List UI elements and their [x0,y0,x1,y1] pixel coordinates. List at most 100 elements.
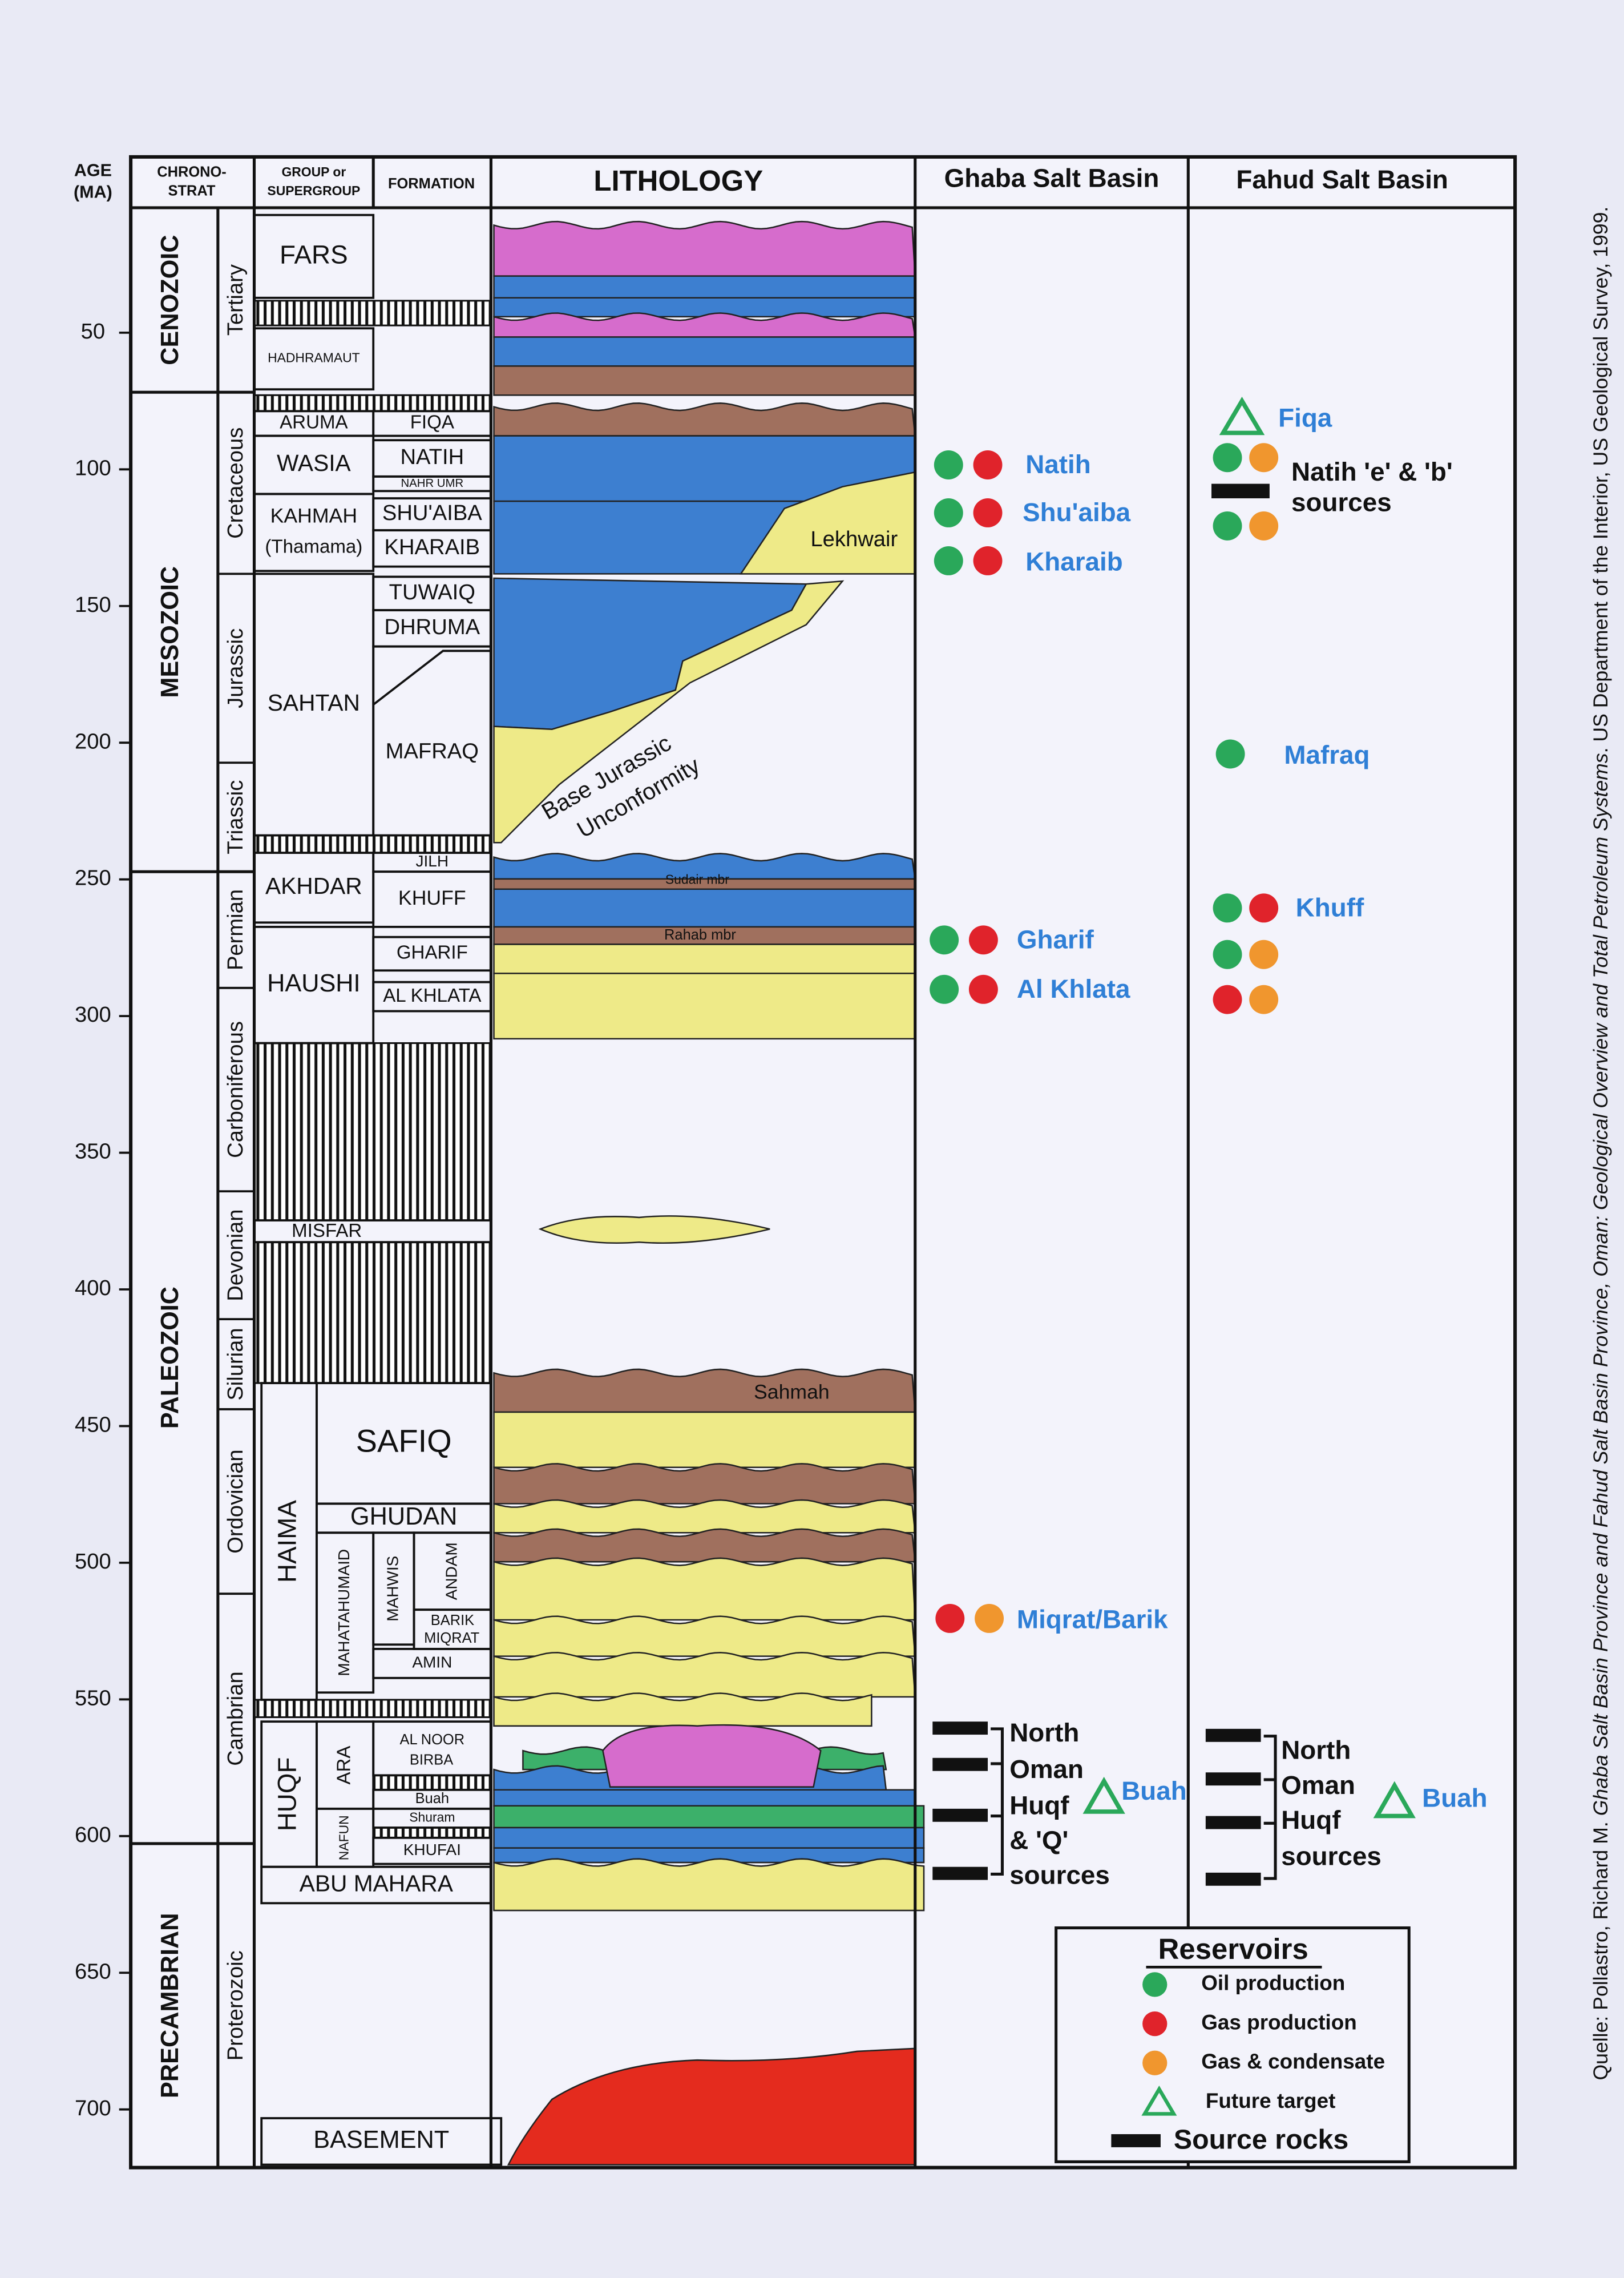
formation-label: BARIK [431,1612,474,1628]
future-target [1082,1776,1125,1814]
source-label: Huqf [1009,1791,1069,1820]
lithology-mound [602,1724,822,1788]
gas-dot [935,1603,965,1633]
lithology-column [493,220,925,2166]
source-bracket [991,1727,1004,1876]
age-tick-label: 100 [75,455,111,480]
condensate-dot [975,1603,1004,1633]
source-label: sources [1009,1861,1110,1890]
source-bar [932,1808,988,1822]
lithology-label: Sudair mbr [665,872,729,886]
age-tick-label: 500 [75,1549,111,1574]
basement [507,2047,916,2166]
fahud-markers [1205,396,1416,1886]
age-tick-label: 50 [81,319,105,344]
hiatus-hatch [372,1827,492,1839]
lithology-wedge [739,471,916,575]
hiatus-hatch [372,1774,492,1791]
unit-cell [260,2117,503,2166]
lithology-label: Sahmah [754,1380,830,1403]
oil-dot [1213,893,1242,923]
age-tick-label: 250 [75,866,111,890]
lithology-header: LITHOLOGY [593,164,763,197]
source-bar [932,1866,988,1880]
group-label: ARUMA [280,412,348,433]
hiatus-hatch [253,1699,492,1719]
oil-dot [934,450,963,479]
formation-label: Buah [415,1791,449,1807]
source-label: sources [1281,1842,1381,1871]
oil-dot [1213,940,1242,969]
formation-label: AL NOOR [400,1732,465,1748]
reservoir-label: Fiqa [1278,404,1332,433]
legend-label: Oil production [1201,1971,1345,1995]
era-label: PRECAMBRIAN [156,1913,184,2098]
lithology-band [493,1557,916,1621]
period-label: Jurassic [223,628,248,708]
period-label: Tertiary [223,264,248,336]
formation-label: DHRUMA [385,615,480,639]
legend-gas [1142,2011,1167,2037]
frame [129,155,1517,2170]
hiatus-hatch [253,300,492,326]
formation-label: SHU'AIBA [382,501,482,525]
formation-label: Shuram [409,1809,455,1824]
formation-label: AMIN [412,1654,452,1671]
formation-label: AL KHLATA [383,985,481,1006]
gas-dot [973,498,1003,527]
period-label: Carboniferous [223,1021,248,1158]
lithology-band [493,312,916,338]
source-label: & 'Q' [1009,1826,1068,1855]
lithology-band [493,402,916,437]
lithology-band [493,1805,925,1829]
period-label: Proterozoic [223,1950,248,2061]
reservoir-label: Kharaib [1025,547,1123,576]
reservoir-label: Shu'aiba [1023,498,1131,527]
condensate-dot [1249,443,1279,473]
group-label: KAHMAH [270,505,357,527]
lithology-band [493,1651,916,1698]
age-tick-label: 200 [75,729,111,753]
chronostrat-header: STRAT [168,183,216,199]
reservoir-label: Natih [1025,450,1091,479]
legend-condensate [1142,2050,1167,2075]
formation-label: KHARAIB [385,535,480,559]
group-header: GROUP or [281,164,346,179]
formation-label: NAHR UMR [401,477,463,490]
formation-label: FIQA [410,412,454,433]
group-label: GHUDAN [350,1503,458,1530]
gas-dot [968,925,998,955]
lithology-band [493,1528,916,1563]
formation-label: KHUFF [398,886,466,909]
reservoir-label: Gharif [1017,925,1094,954]
source-bar [1211,483,1270,499]
age-tick-label: 450 [75,1413,111,1437]
oil-dot [1215,739,1245,769]
source-bar [932,1757,988,1771]
era-label: MESOZOIC [156,566,184,698]
lithology-band [493,973,916,1040]
period-label: Cambrian [223,1671,248,1765]
hiatus-hatch [253,394,492,412]
lithology-wedge [493,580,845,844]
legend-label: Future target [1206,2089,1336,2112]
age-tick-label: 300 [75,1002,111,1027]
fahud-header: Fahud Salt Basin [1236,165,1448,194]
reservoir-label: Al Khlata [1017,974,1130,1003]
source-label: Oman [1009,1755,1084,1784]
formation-label: MAHWIS [383,1556,401,1622]
lithology-band [493,1368,916,1413]
lithology-lens [538,1215,770,1244]
lithology-band [493,1463,916,1505]
legend-target [1141,2085,1177,2116]
lithology-band [493,1499,916,1534]
chronostrat-header: CHRONO- [157,164,227,180]
reservoir-label: Miqrat/Barik [1017,1605,1168,1634]
age-header: AGE [74,160,112,180]
age-tick-label: 650 [75,1959,111,1983]
hiatus-hatch [253,1042,492,1221]
ghaba-header: Ghaba Salt Basin [944,164,1160,193]
gas-dot [973,450,1003,479]
age-tick-label: 700 [75,2096,111,2120]
formation-label: BIRBA [410,1752,453,1768]
